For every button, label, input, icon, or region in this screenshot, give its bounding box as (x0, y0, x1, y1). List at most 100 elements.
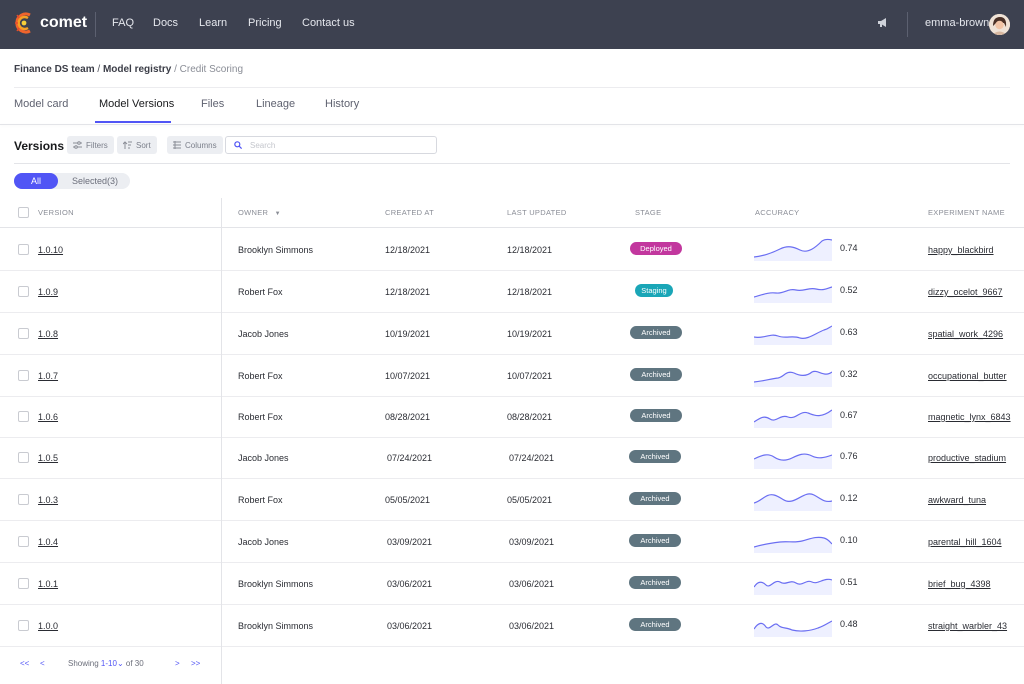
nav-link-faq[interactable]: FAQ (112, 17, 135, 29)
created-cell: 07/24/2021 (387, 453, 433, 463)
breadcrumb-separator: / (174, 64, 180, 75)
nav-link-learn[interactable]: Learn (199, 17, 228, 29)
created-cell: 12/18/2021 (385, 287, 431, 297)
row-checkbox[interactable] (18, 244, 29, 255)
tab-lineage[interactable]: Lineage (256, 98, 296, 110)
table-row[interactable]: 1.0.6 Robert Fox 08/28/2021 08/28/2021 Archi… (0, 396, 1024, 438)
column-header-owner[interactable]: OWNER ▼ (238, 208, 281, 217)
tab-model-card[interactable]: Model card (14, 98, 69, 110)
table-row[interactable]: 1.0.1 Brooklyn Simmons 03/06/2021 03/06/202… (0, 563, 1024, 605)
filters-button[interactable]: Filters (67, 136, 114, 154)
pagination-next-button[interactable]: > (175, 659, 180, 668)
table-row[interactable]: 1.0.5 Jacob Jones 07/24/2021 07/24/2021 Arch… (0, 437, 1024, 479)
row-checkbox[interactable] (18, 370, 29, 381)
row-checkbox[interactable] (18, 578, 29, 589)
column-header-updated[interactable]: LAST UPDATED (507, 208, 567, 217)
segment-all-button[interactable]: All (14, 173, 58, 189)
megaphone-icon[interactable] (877, 17, 889, 28)
table-row[interactable]: 1.0.9 Robert Fox 12/18/2021 12/18/2021 Stagi… (0, 271, 1024, 313)
accuracy-value: 0.76 (840, 451, 858, 461)
breadcrumb-team[interactable]: Finance DS team (14, 64, 95, 75)
experiment-link[interactable]: occupational_butter (928, 371, 1007, 381)
experiment-link[interactable]: dizzy_ocelot_9667 (928, 287, 1003, 297)
tab-files[interactable]: Files (201, 98, 225, 110)
search-input[interactable] (250, 140, 430, 150)
columns-button[interactable]: Columns (167, 136, 223, 154)
segment-selected-button[interactable]: Selected(3) (72, 176, 119, 186)
version-link[interactable]: 1.0.5 (38, 453, 59, 463)
version-link[interactable]: 1.0.9 (38, 287, 59, 297)
sort-icon (123, 141, 132, 149)
tab-model-versions[interactable]: Model Versions (99, 98, 175, 110)
row-checkbox[interactable] (18, 620, 29, 631)
stage-badge: Archived (630, 368, 682, 381)
avatar[interactable] (989, 14, 1010, 35)
owner-cell: Robert Fox (238, 495, 283, 505)
username-label[interactable]: emma-brown (925, 17, 990, 29)
version-link[interactable]: 1.0.6 (38, 412, 59, 422)
row-checkbox[interactable] (18, 536, 29, 547)
brand-logo[interactable]: comet (14, 12, 87, 34)
row-checkbox[interactable] (18, 411, 29, 422)
pagination-last-button[interactable]: >> (191, 659, 201, 668)
experiment-link[interactable]: awkward_tuna (928, 495, 987, 505)
accuracy-value: 0.74 (840, 243, 858, 253)
owner-cell: Jacob Jones (238, 453, 289, 463)
column-header-created[interactable]: CREATED AT (385, 208, 434, 217)
table-row[interactable]: 1.0.0 Brooklyn Simmons 03/06/2021 03/06/202… (0, 605, 1024, 647)
version-link[interactable]: 1.0.0 (38, 621, 59, 631)
version-link[interactable]: 1.0.8 (38, 329, 59, 339)
version-link[interactable]: 1.0.10 (38, 245, 64, 255)
experiment-link[interactable]: straight_warbler_43 (928, 621, 1008, 631)
tab-history[interactable]: History (325, 98, 360, 110)
row-checkbox[interactable] (18, 286, 29, 297)
version-link[interactable]: 1.0.1 (38, 579, 59, 589)
experiment-link[interactable]: spatial_work_4296 (928, 329, 1004, 339)
table-row[interactable]: 1.0.10 Brooklyn Simmons 12/18/2021 12/18/20… (0, 229, 1024, 271)
stage-badge: Archived (629, 618, 681, 631)
row-checkbox[interactable] (18, 452, 29, 463)
table-row[interactable]: 1.0.7 Robert Fox 10/07/2021 10/07/2021 Archi… (0, 355, 1024, 397)
search-box[interactable] (225, 136, 437, 154)
updated-cell: 12/18/2021 (507, 245, 553, 255)
pagination-prev-button[interactable]: < (40, 659, 45, 668)
sort-label: Sort (136, 140, 151, 150)
updated-cell: 05/05/2021 (507, 495, 553, 505)
updated-cell: 03/09/2021 (509, 537, 555, 547)
accuracy-sparkline (754, 325, 832, 345)
version-link[interactable]: 1.0.4 (38, 537, 59, 547)
created-cell: 03/09/2021 (387, 537, 433, 547)
nav-link-contact[interactable]: Contact us (302, 17, 355, 29)
column-header-version[interactable]: VERSION (38, 208, 74, 217)
pagination-range-select[interactable]: 1-10⌄ (101, 659, 124, 668)
column-header-experiment[interactable]: EXPERIMENT NAME (928, 208, 1005, 217)
nav-link-docs[interactable]: Docs (153, 17, 179, 29)
version-link[interactable]: 1.0.7 (38, 371, 59, 381)
stage-badge: Archived (629, 576, 681, 589)
filters-icon (73, 141, 82, 149)
row-checkbox[interactable] (18, 328, 29, 339)
experiment-link[interactable]: magnetic_lynx_6843 (928, 412, 1011, 422)
experiment-link[interactable]: productive_stadium (928, 453, 1007, 463)
select-all-checkbox[interactable] (18, 207, 29, 218)
owner-cell: Robert Fox (238, 287, 283, 297)
pagination-first-button[interactable]: << (20, 659, 30, 668)
version-link[interactable]: 1.0.3 (38, 495, 59, 505)
table-row[interactable]: 1.0.4 Jacob Jones 03/09/2021 03/09/2021 Arch… (0, 521, 1024, 563)
table-row[interactable]: 1.0.8 Jacob Jones 10/19/2021 10/19/2021 Arch… (0, 313, 1024, 355)
nav-link-pricing[interactable]: Pricing (248, 17, 282, 29)
accuracy-value: 0.51 (840, 577, 858, 587)
breadcrumb-registry[interactable]: Model registry (102, 64, 172, 75)
column-header-stage[interactable]: STAGE (635, 208, 662, 217)
experiment-link[interactable]: happy_blackbird (928, 245, 994, 255)
stage-badge: Archived (630, 326, 682, 339)
row-checkbox[interactable] (18, 494, 29, 505)
experiment-link[interactable]: parental_hill_1604 (928, 537, 1002, 547)
top-nav-bar: comet FAQ Docs Learn Pricing Contact us … (0, 0, 1024, 49)
table-row[interactable]: 1.0.3 Robert Fox 05/05/2021 05/05/2021 Archi… (0, 479, 1024, 521)
comet-logo-icon (15, 12, 31, 34)
experiment-link[interactable]: brief_bug_4398 (928, 579, 991, 589)
owner-cell: Jacob Jones (238, 329, 289, 339)
sort-button[interactable]: Sort (117, 136, 157, 154)
column-header-accuracy[interactable]: ACCURACY (755, 208, 800, 217)
